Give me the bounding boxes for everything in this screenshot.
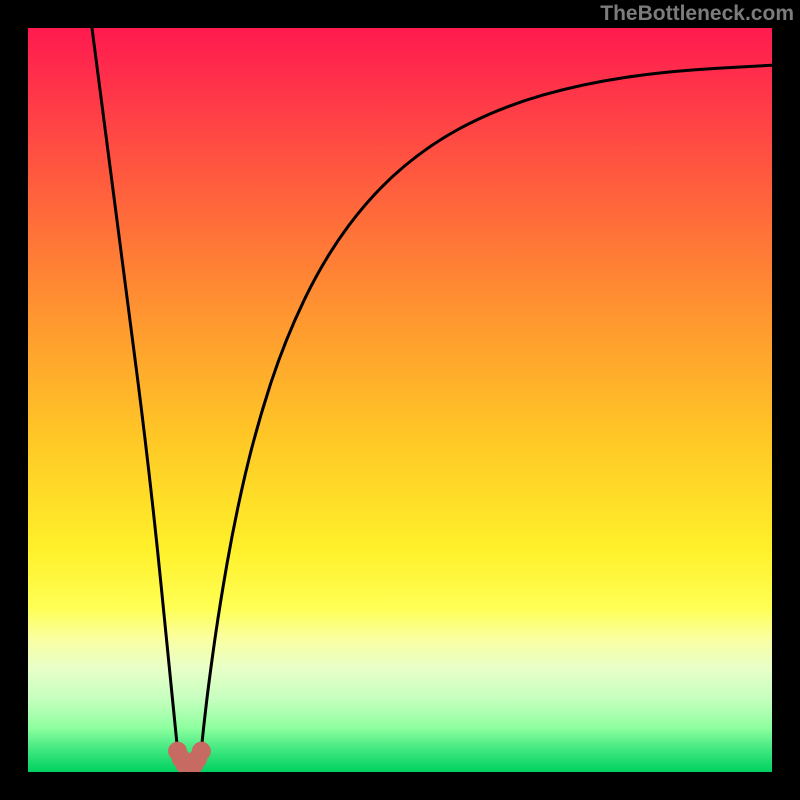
curve-left-branch bbox=[92, 28, 178, 750]
watermark-text: TheBottleneck.com bbox=[600, 2, 794, 26]
curve-right-branch bbox=[201, 65, 772, 749]
valley-marker bbox=[192, 742, 210, 760]
curve-layer bbox=[28, 28, 772, 772]
plot-area bbox=[28, 28, 772, 772]
